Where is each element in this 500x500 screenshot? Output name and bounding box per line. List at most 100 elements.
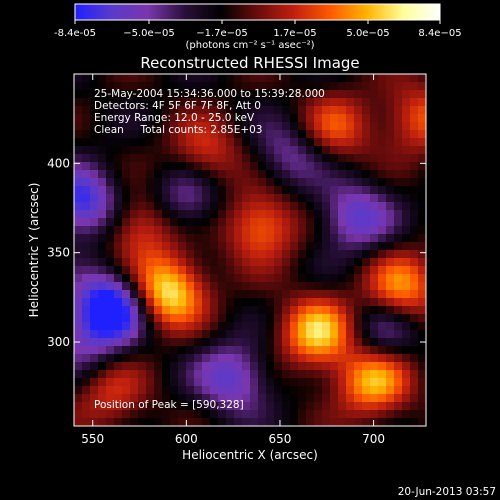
heatmap-cell <box>410 258 419 267</box>
heatmap-cell <box>314 202 323 211</box>
heatmap-cell <box>82 362 91 371</box>
heatmap-cell <box>170 186 179 195</box>
heatmap-cell <box>298 410 307 419</box>
heatmap-cell <box>346 210 355 219</box>
heatmap-cell <box>298 322 307 331</box>
heatmap-cell <box>386 162 395 171</box>
heatmap-cell <box>410 122 419 131</box>
heatmap-cell <box>82 186 91 195</box>
heatmap-cell <box>122 106 131 115</box>
heatmap-cell <box>298 370 307 379</box>
heatmap-cell <box>218 306 227 315</box>
heatmap-cell <box>258 162 267 171</box>
heatmap-cell <box>370 98 379 107</box>
heatmap-cell <box>162 82 171 91</box>
heatmap-cell <box>194 138 203 147</box>
heatmap-cell <box>178 234 187 243</box>
heatmap-cell <box>178 146 187 155</box>
heatmap-cell <box>106 114 115 123</box>
heatmap-cell <box>266 234 275 243</box>
heatmap-cell <box>314 82 323 91</box>
heatmap-cell <box>418 298 426 307</box>
heatmap-cell <box>378 234 387 243</box>
heatmap-cell <box>186 138 195 147</box>
heatmap-cell <box>378 170 387 179</box>
heatmap-cell <box>218 378 227 387</box>
heatmap-cell <box>290 122 299 131</box>
heatmap-cell <box>234 282 243 291</box>
heatmap-cell <box>106 178 115 187</box>
heatmap-cell <box>210 114 219 123</box>
heatmap-cell <box>114 338 123 347</box>
heatmap-cell <box>210 122 219 131</box>
heatmap-cell <box>226 402 235 411</box>
heatmap-cell <box>122 298 131 307</box>
heatmap-cell <box>194 322 203 331</box>
heatmap-cell <box>138 210 147 219</box>
heatmap-cell <box>98 402 107 411</box>
heatmap-cell <box>218 210 227 219</box>
heatmap-cell <box>90 178 99 187</box>
heatmap-cell <box>82 114 91 123</box>
heatmap-cell <box>234 218 243 227</box>
heatmap-cell <box>178 194 187 203</box>
heatmap-cell <box>362 258 371 267</box>
heatmap-cell <box>82 250 91 259</box>
heatmap-cell <box>90 154 99 163</box>
heatmap-cell <box>82 74 91 83</box>
heatmap-cell <box>234 202 243 211</box>
annotation-total-counts: Clean Total counts: 2.85E+03 <box>94 124 263 136</box>
heatmap-cell <box>146 226 155 235</box>
heatmap-cell <box>194 146 203 155</box>
heatmap-cell <box>290 410 299 419</box>
heatmap-cell <box>242 378 251 387</box>
heatmap-cell <box>290 210 299 219</box>
heatmap-cell <box>418 354 426 363</box>
heatmap-cell <box>98 138 107 147</box>
heatmap-cell <box>274 402 283 411</box>
heatmap-cell <box>186 306 195 315</box>
heatmap-cell <box>418 170 426 179</box>
heatmap-cell <box>154 130 163 139</box>
heatmap-cell <box>314 90 323 99</box>
heatmap-cell <box>362 146 371 155</box>
heatmap-cell <box>314 146 323 155</box>
heatmap-cell <box>242 178 251 187</box>
heatmap-cell <box>410 130 419 139</box>
heatmap-cell <box>202 386 211 395</box>
heatmap-cell <box>202 330 211 339</box>
heatmap-cell <box>266 146 275 155</box>
heatmap-cell <box>186 154 195 163</box>
heatmap-cell <box>178 402 187 411</box>
heatmap-cell <box>418 178 426 187</box>
heatmap-cell <box>90 114 99 123</box>
heatmap-cell <box>346 306 355 315</box>
heatmap-cell <box>354 290 363 299</box>
heatmap-cell <box>322 74 331 83</box>
heatmap-cell <box>210 202 219 211</box>
heatmap-cell <box>362 186 371 195</box>
heatmap-cell <box>418 290 426 299</box>
annotation-time-range: 25-May-2004 15:34:36.000 to 15:39:28.000 <box>94 88 325 100</box>
heatmap-cell <box>322 234 331 243</box>
heatmap-cell <box>418 234 426 243</box>
heatmap-cell <box>98 194 107 203</box>
heatmap-cell <box>378 410 387 419</box>
heatmap-cell <box>274 98 283 107</box>
heatmap-cell <box>242 90 251 99</box>
heatmap-cell <box>330 354 339 363</box>
heatmap-cell <box>362 194 371 203</box>
heatmap-cell <box>194 170 203 179</box>
heatmap-cell <box>370 346 379 355</box>
heatmap-cell <box>106 210 115 219</box>
heatmap-cell <box>242 114 251 123</box>
heatmap-cell <box>322 162 331 171</box>
heatmap-cell <box>122 250 131 259</box>
heatmap-cell <box>306 90 315 99</box>
heatmap-cell <box>178 226 187 235</box>
heatmap-cell <box>322 218 331 227</box>
heatmap-cell <box>146 298 155 307</box>
heatmap-cell <box>194 90 203 99</box>
heatmap-cell <box>138 378 147 387</box>
